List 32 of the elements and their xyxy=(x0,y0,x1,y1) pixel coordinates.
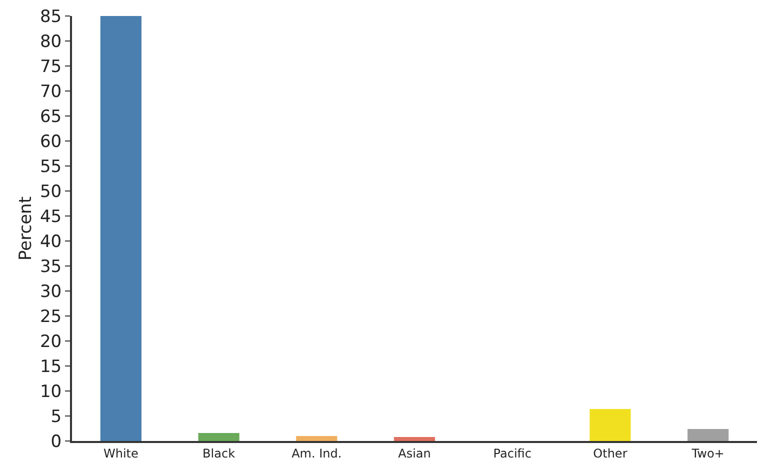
x-tick-label: White xyxy=(103,446,138,460)
y-axis-title: Percent xyxy=(16,196,36,260)
bar xyxy=(100,16,142,441)
y-tick-label: 75 xyxy=(40,56,62,77)
y-tick-label: 0 xyxy=(50,432,62,452)
y-tick-label: 60 xyxy=(40,132,62,152)
bar xyxy=(394,437,436,441)
y-tick-label: 5 xyxy=(50,406,62,427)
x-tick-label: Other xyxy=(593,446,628,460)
y-tick-label: 30 xyxy=(40,282,62,302)
x-tick-label: Two+ xyxy=(690,446,724,460)
bar xyxy=(688,429,729,441)
y-tick-label: 25 xyxy=(40,306,62,327)
y-tick-label: 85 xyxy=(40,6,62,27)
x-tick-label: Black xyxy=(202,446,236,460)
y-tick-label: 50 xyxy=(40,182,62,202)
y-tick-label: 40 xyxy=(40,232,62,252)
y-tick-label: 10 xyxy=(40,382,62,402)
bar xyxy=(296,436,338,441)
y-tick-label: 70 xyxy=(40,82,62,102)
y-tick-label: 55 xyxy=(40,156,62,177)
y-tick-label: 45 xyxy=(40,206,62,227)
bar xyxy=(198,433,240,441)
bar xyxy=(590,409,631,441)
x-tick-label: Pacific xyxy=(493,446,532,460)
y-tick-label: 35 xyxy=(40,256,62,277)
x-tick-label: Asian xyxy=(398,446,431,460)
y-tick-label: 15 xyxy=(40,356,62,377)
x-tick-label: Am. Ind. xyxy=(292,446,342,460)
y-tick-label: 80 xyxy=(40,32,62,52)
y-tick-label: 20 xyxy=(40,332,62,352)
y-tick-label: 65 xyxy=(40,106,62,127)
